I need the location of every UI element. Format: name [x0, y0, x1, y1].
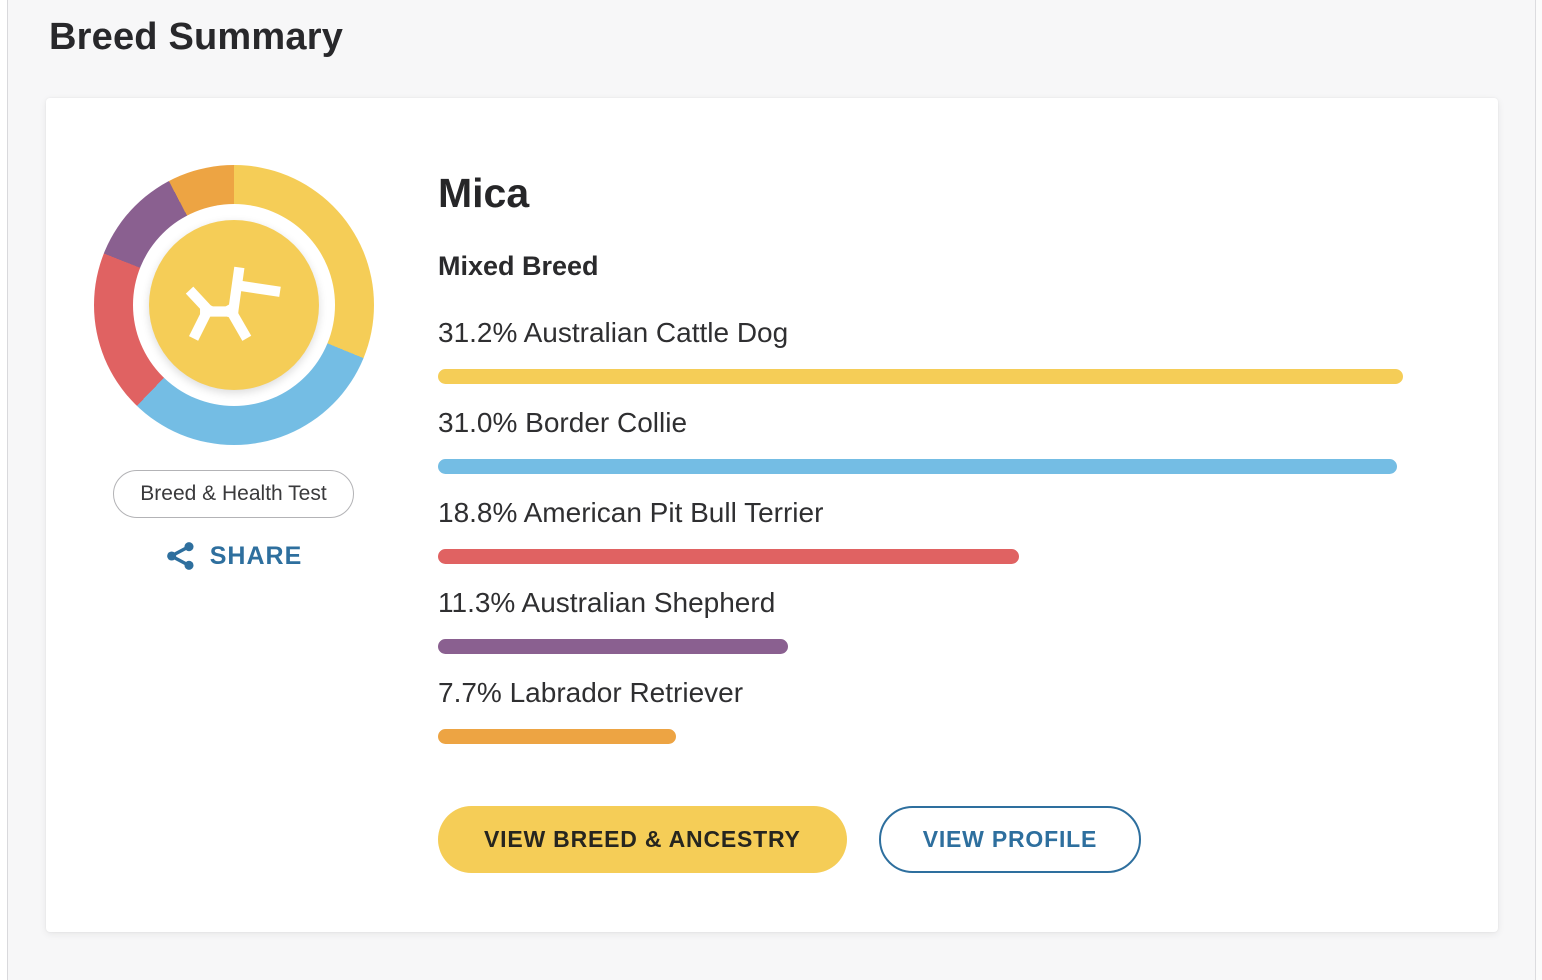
breed-details-column: Mica Mixed Breed 31.2% Australian Cattle… [421, 98, 1498, 932]
breed-label: 31.2% Australian Cattle Dog [438, 317, 789, 348]
breed-label: 11.3% Australian Shepherd [438, 587, 776, 618]
breed-row-4: 11.3% Australian Shepherd [438, 586, 1403, 654]
breed-row-2: 31.0% Border Collie [438, 406, 1403, 474]
share-label: SHARE [209, 541, 303, 570]
breed-list: 31.2% Australian Cattle Dog 31.0% Border … [438, 316, 1403, 744]
share-icon [166, 542, 194, 570]
breed-summary-page: Breed Summary [7, 0, 1542, 980]
breed-percent-bar [438, 639, 788, 654]
breed-label: 31.0% Border Collie [438, 407, 688, 438]
breed-donut-chart [93, 165, 374, 445]
donut-column: Breed & Health Test SHARE [46, 98, 421, 932]
breed-row-3: 18.8% American Pit Bull Terrier [438, 496, 1403, 564]
breed-type-label: Mixed Breed [438, 251, 599, 281]
donut-hole [132, 204, 335, 406]
breed-percent-bar [438, 549, 1020, 564]
breed-row-5: 7.7% Labrador Retriever [438, 676, 1403, 744]
action-buttons: VIEW BREED & ANCESTRY VIEW PROFILE [438, 806, 1403, 873]
breed-percent-bar [438, 369, 1403, 384]
view-profile-button[interactable]: VIEW PROFILE [878, 806, 1142, 873]
view-breed-ancestry-button[interactable]: VIEW BREED & ANCESTRY [438, 806, 847, 873]
share-button[interactable]: SHARE [165, 539, 303, 573]
breed-percent-bar [438, 459, 1397, 474]
breed-row-1: 31.2% Australian Cattle Dog [438, 316, 1403, 384]
dog-name: Mica [438, 170, 530, 216]
dog-logo-icon [185, 266, 281, 341]
vertical-scrollbar[interactable] [1535, 0, 1542, 980]
breed-summary-card: Breed & Health Test SHARE Mica Mixed Bre… [46, 98, 1498, 932]
breed-label: 18.8% American Pit Bull Terrier [438, 497, 824, 528]
page-title: Breed Summary [49, 16, 344, 58]
breed-percent-bar [438, 729, 677, 744]
test-type-badge: Breed & Health Test [113, 470, 354, 518]
breed-label: 7.7% Labrador Retriever [438, 677, 744, 708]
donut-center-badge [148, 220, 319, 390]
